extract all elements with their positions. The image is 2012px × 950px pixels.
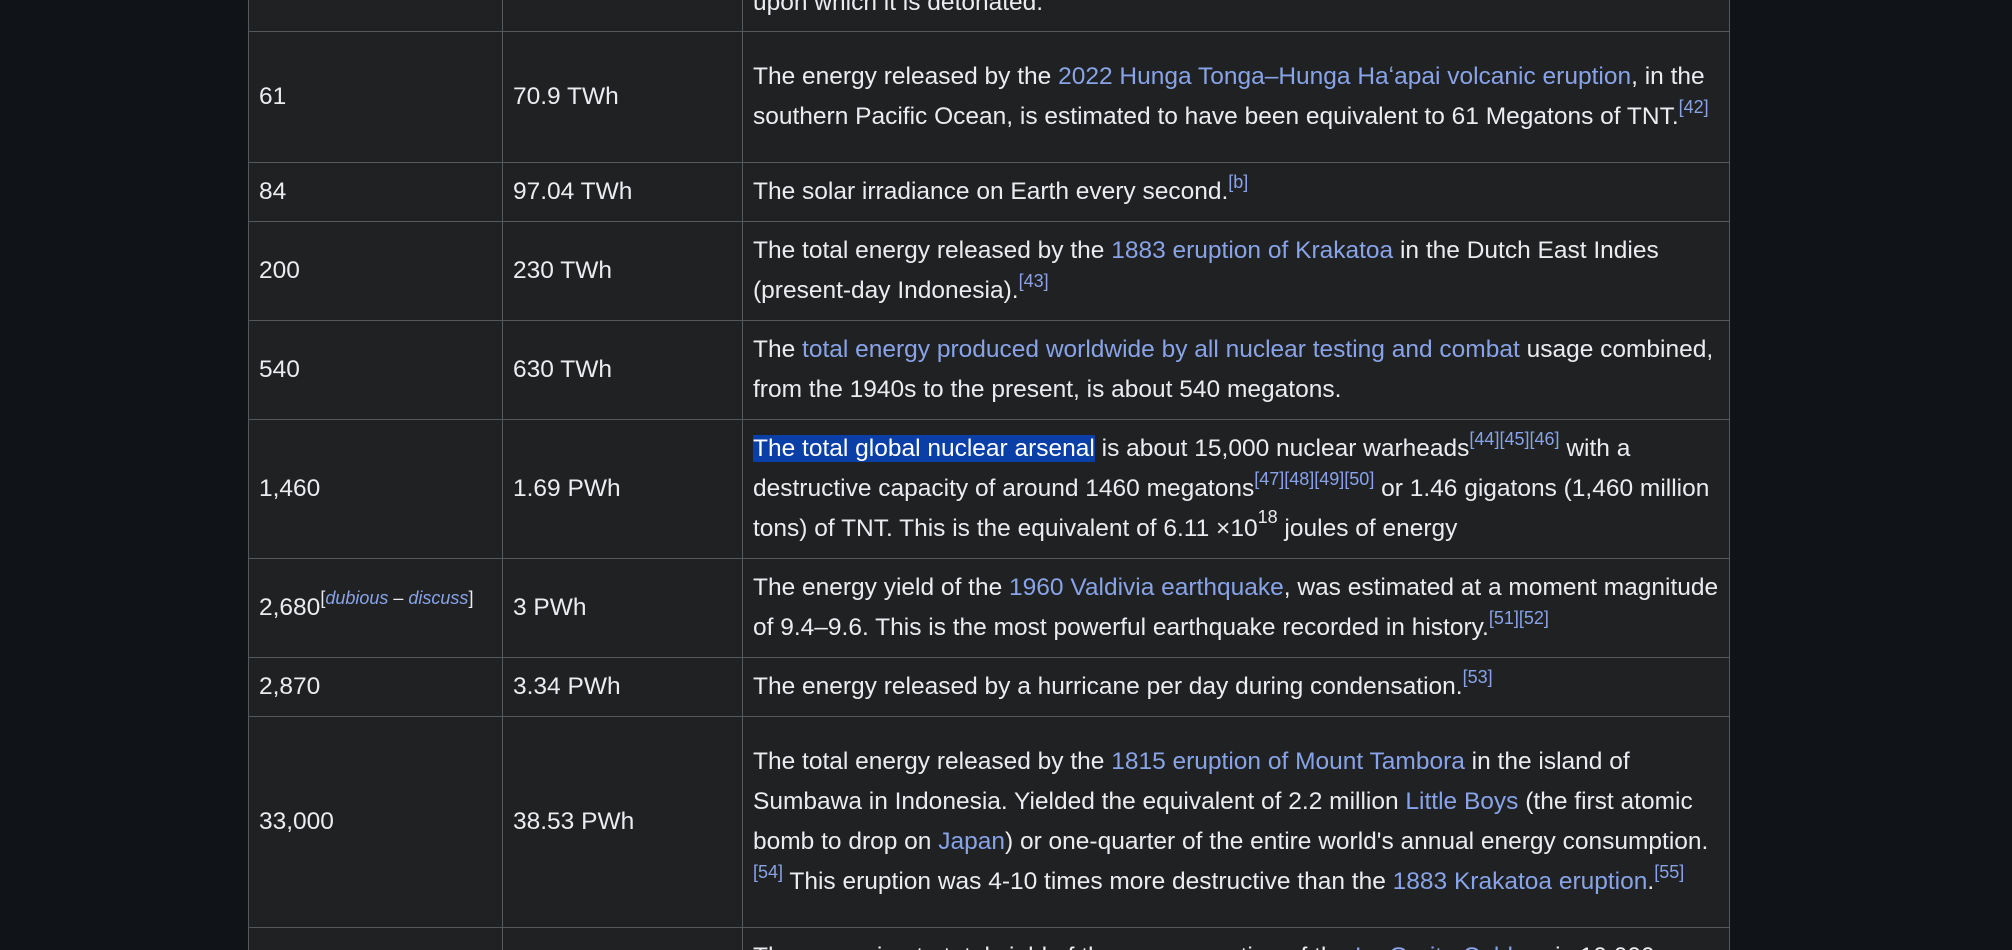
description-cell: The energy released by a hurricane per d… — [742, 657, 1730, 717]
citation-link[interactable]: [48] — [1284, 468, 1315, 489]
little-boy-link[interactable]: Little Boys — [1405, 788, 1519, 815]
description-cell: The total global nuclear arsenal is abou… — [742, 419, 1730, 559]
citation-link[interactable]: [42] — [1678, 96, 1709, 117]
megatons-cell: 84 — [248, 162, 503, 222]
table-row: 200 230 TWh The total energy released by… — [248, 221, 1730, 321]
la-garita-caldera-link[interactable]: La Garita Caldera — [1355, 943, 1548, 950]
description-cell: The solar irradiance on Earth every seco… — [742, 162, 1730, 222]
megatons-cell: 2,680[dubious – discuss] — [248, 558, 503, 658]
energy-cell: 97.04 TWh — [502, 162, 743, 222]
megatons-cell: 33,000 — [248, 716, 503, 928]
energy-cell: 230 TWh — [502, 221, 743, 321]
citation-link[interactable]: [54] — [753, 861, 784, 882]
citation-link[interactable]: [49] — [1314, 468, 1345, 489]
description-cell: upon which it is detonated. — [742, 0, 1730, 32]
table-row: 540 630 TWh The total energy produced wo… — [248, 320, 1730, 420]
megatons-cell — [248, 927, 503, 950]
megatons-cell: 540 — [248, 320, 503, 420]
citation-link[interactable]: [47] — [1254, 468, 1285, 489]
exponent: 18 — [1257, 506, 1278, 527]
krakatoa-eruption-link[interactable]: 1883 Krakatoa eruption — [1392, 868, 1648, 895]
energy-cell: 630 TWh — [502, 320, 743, 420]
megatons-cell: 2,870 — [248, 657, 503, 717]
table-row: 84 97.04 TWh The solar irradiance on Ear… — [248, 162, 1730, 222]
description-cell: The total energy produced worldwide by a… — [742, 320, 1730, 420]
energy-cell: 3 PWh — [502, 558, 743, 658]
nuclear-testing-link[interactable]: total energy produced worldwide by all n… — [802, 336, 1520, 363]
valdivia-earthquake-link[interactable]: 1960 Valdivia earthquake — [1009, 574, 1284, 601]
table-row: 1,460 1.69 PWh The total global nuclear … — [248, 419, 1730, 559]
discuss-link[interactable]: discuss — [408, 587, 469, 608]
hunga-tonga-eruption-link[interactable]: 2022 Hunga Tonga–Hunga Haʻapai volcanic … — [1058, 63, 1632, 90]
megatons-cell: 61 — [248, 31, 503, 163]
table-row: 2,680[dubious – discuss] 3 PWh The energ… — [248, 558, 1730, 658]
description-cell: The total energy released by the 1815 er… — [742, 716, 1730, 928]
description-cell: The approximate total yield of the super… — [742, 927, 1730, 950]
description-text: upon which it is detonated. — [753, 0, 1044, 16]
tambora-eruption-link[interactable]: 1815 eruption of Mount Tambora — [1111, 748, 1465, 775]
table-row: 61 70.9 TWh The energy released by the 2… — [248, 31, 1730, 163]
citation-link[interactable]: [52] — [1518, 607, 1549, 628]
energy-cell: 70.9 TWh — [502, 31, 743, 163]
energy-cell — [502, 927, 743, 950]
table-row: The approximate total yield of the super… — [248, 927, 1730, 950]
citation-link[interactable]: [55] — [1654, 861, 1685, 882]
energy-cell: 3.34 PWh — [502, 657, 743, 717]
megatons-cell: 200 — [248, 221, 503, 321]
energy-cell: 38.53 PWh — [502, 716, 743, 928]
citation-link[interactable]: [51] — [1488, 607, 1519, 628]
energy-comparison-table: upon which it is detonated. 61 70.9 TWh … — [248, 0, 1730, 950]
note-link[interactable]: [b] — [1228, 171, 1249, 192]
energy-cell — [502, 0, 743, 32]
dubious-link[interactable]: dubious — [325, 587, 389, 608]
citation-link[interactable]: [46] — [1529, 428, 1560, 449]
citation-link[interactable]: [45] — [1499, 428, 1530, 449]
description-cell: The energy released by the 2022 Hunga To… — [742, 31, 1730, 163]
selected-text[interactable]: The total global nuclear arsenal — [753, 435, 1095, 462]
table-row: 33,000 38.53 PWh The total energy releas… — [248, 716, 1730, 928]
citation-link[interactable]: [44] — [1469, 428, 1500, 449]
krakatoa-eruption-link[interactable]: 1883 eruption of Krakatoa — [1111, 237, 1394, 264]
table-row: 2,870 3.34 PWh The energy released by a … — [248, 657, 1730, 717]
japan-link[interactable]: Japan — [938, 828, 1005, 855]
megatons-cell: 1,460 — [248, 419, 503, 559]
citation-link[interactable]: [43] — [1018, 270, 1049, 291]
dubious-tag: [dubious – discuss] — [320, 587, 474, 608]
citation-link[interactable]: [50] — [1344, 468, 1375, 489]
megatons-cell — [248, 0, 503, 32]
energy-cell: 1.69 PWh — [502, 419, 743, 559]
citation-link[interactable]: [53] — [1462, 666, 1493, 687]
description-cell: The total energy released by the 1883 er… — [742, 221, 1730, 321]
table-row: upon which it is detonated. — [248, 0, 1730, 32]
description-cell: The energy yield of the 1960 Valdivia ea… — [742, 558, 1730, 658]
